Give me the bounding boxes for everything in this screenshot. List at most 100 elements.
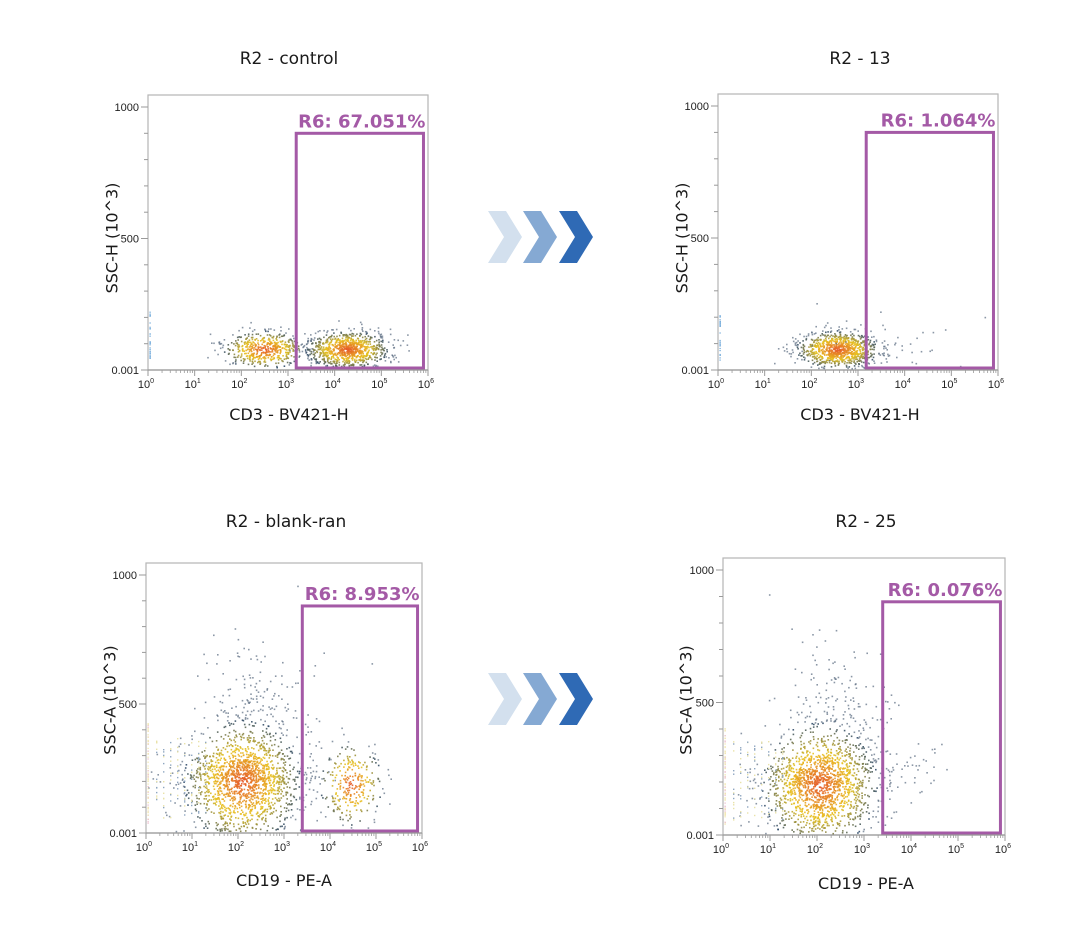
data-point xyxy=(830,362,833,364)
data-point xyxy=(266,365,269,367)
data-point xyxy=(286,357,289,359)
data-point xyxy=(215,740,218,742)
data-point xyxy=(218,798,220,800)
data-point xyxy=(220,709,223,712)
data-point xyxy=(279,775,282,778)
data-point xyxy=(252,358,255,360)
data-point xyxy=(360,339,362,342)
data-point xyxy=(325,346,327,349)
data-point xyxy=(281,359,283,362)
data-point xyxy=(214,777,216,780)
data-point xyxy=(227,786,229,788)
data-point xyxy=(239,759,241,761)
data-point xyxy=(278,336,281,339)
data-point xyxy=(327,343,330,346)
data-point xyxy=(888,354,891,357)
data-point xyxy=(178,745,180,748)
data-point xyxy=(285,357,287,360)
data-point xyxy=(152,778,155,780)
data-point xyxy=(836,350,838,352)
data-point xyxy=(338,347,340,350)
x-tick-label: 106 xyxy=(418,378,434,391)
data-point xyxy=(845,357,847,360)
data-point xyxy=(811,333,814,336)
data-point xyxy=(375,353,377,356)
data-point xyxy=(825,360,827,363)
x-axis-label: CD19 - PE-A xyxy=(236,871,332,890)
data-point xyxy=(241,326,244,329)
data-point xyxy=(326,352,329,354)
data-point xyxy=(262,734,265,737)
data-point xyxy=(870,355,872,358)
data-point xyxy=(234,736,236,739)
data-point xyxy=(288,364,291,366)
data-point xyxy=(850,337,853,340)
data-point xyxy=(848,343,850,346)
data-point xyxy=(330,357,333,359)
data-point xyxy=(335,340,338,343)
data-point xyxy=(798,799,800,801)
data-point xyxy=(276,816,278,819)
data-point xyxy=(839,340,842,342)
data-point xyxy=(216,824,218,827)
data-point xyxy=(233,750,236,753)
data-point xyxy=(368,349,370,352)
data-point xyxy=(280,758,283,761)
data-point xyxy=(253,770,256,773)
data-point xyxy=(873,341,875,343)
data-point xyxy=(392,344,394,346)
data-point xyxy=(304,349,307,351)
data-point xyxy=(818,692,821,695)
data-point xyxy=(235,359,237,361)
data-point xyxy=(828,337,830,340)
data-point xyxy=(836,340,838,342)
data-point xyxy=(402,340,405,342)
data-point xyxy=(237,348,240,350)
data-point xyxy=(279,767,282,769)
data-point xyxy=(355,348,357,350)
data-point xyxy=(325,355,328,358)
data-point xyxy=(248,737,251,739)
data-point xyxy=(821,342,824,345)
data-point xyxy=(809,350,812,352)
data-point xyxy=(862,336,865,339)
data-point xyxy=(289,757,292,760)
data-point xyxy=(239,793,242,796)
data-point xyxy=(222,754,224,756)
data-point xyxy=(233,760,236,762)
data-point xyxy=(256,350,259,353)
data-point xyxy=(325,352,327,354)
data-point xyxy=(281,698,283,700)
data-point xyxy=(857,341,859,344)
data-point xyxy=(364,346,367,348)
data-point xyxy=(318,346,320,349)
data-point xyxy=(330,758,332,761)
data-point xyxy=(370,336,372,339)
data-point xyxy=(219,801,222,804)
data-point xyxy=(246,348,249,351)
data-point xyxy=(838,356,840,359)
data-point xyxy=(829,331,832,333)
data-point xyxy=(278,334,280,336)
data-point xyxy=(254,686,256,688)
data-point xyxy=(326,349,329,352)
data-point xyxy=(850,790,853,793)
x-tick-label: 105 xyxy=(371,378,387,391)
data-point xyxy=(845,366,848,368)
data-point xyxy=(335,358,338,361)
data-point xyxy=(855,358,857,361)
data-point xyxy=(801,358,803,361)
data-point xyxy=(822,361,825,364)
data-point xyxy=(842,340,845,342)
data-point xyxy=(842,786,844,788)
data-point xyxy=(380,349,382,351)
data-point xyxy=(854,328,857,331)
x-axis-label: CD3 - BV421-H xyxy=(800,405,920,424)
data-point xyxy=(285,802,288,804)
data-point xyxy=(342,345,344,348)
data-point xyxy=(254,785,257,787)
data-point xyxy=(286,807,288,810)
data-point xyxy=(786,350,789,353)
data-point xyxy=(827,334,829,337)
data-point xyxy=(323,358,325,361)
